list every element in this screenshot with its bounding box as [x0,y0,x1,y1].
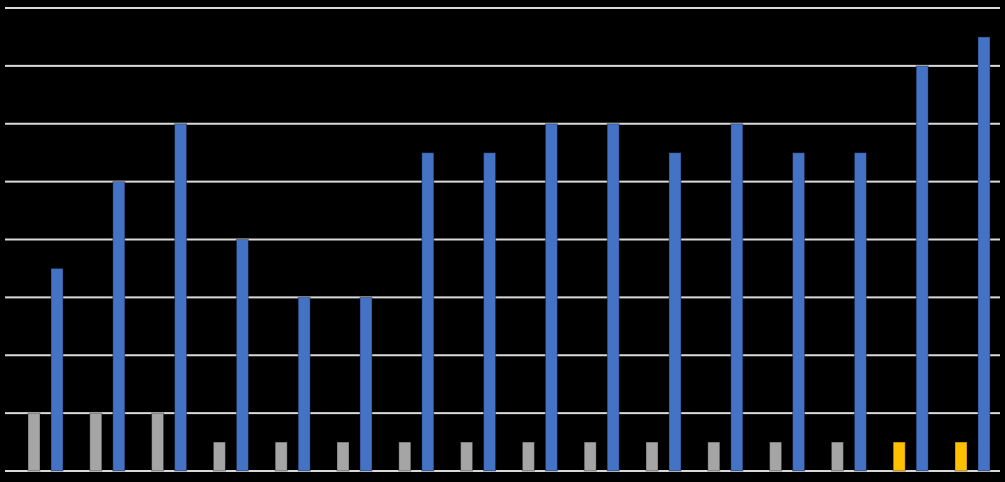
bar [645,441,659,472]
bar [336,441,350,472]
bar [830,441,844,472]
bar [892,441,906,472]
bar [274,441,288,472]
bar [668,152,682,472]
bar [769,441,783,472]
bar [730,123,744,472]
bar [27,412,41,472]
bar [583,441,597,472]
bar [915,65,929,472]
bar [212,441,226,472]
bar [50,267,64,472]
bar [977,36,991,472]
bar [521,441,535,472]
bar [544,123,558,472]
bar [398,441,412,472]
bar [707,441,721,472]
bar [235,239,249,472]
bar [112,181,126,472]
bar [89,412,103,472]
bar [151,412,165,472]
bar [359,296,373,472]
bar [954,441,968,472]
bar [792,152,806,472]
bar [421,152,435,472]
bar [853,152,867,472]
bar [460,441,474,472]
bar [174,123,188,472]
bar [297,296,311,472]
bar [606,123,620,472]
bar [483,152,497,472]
